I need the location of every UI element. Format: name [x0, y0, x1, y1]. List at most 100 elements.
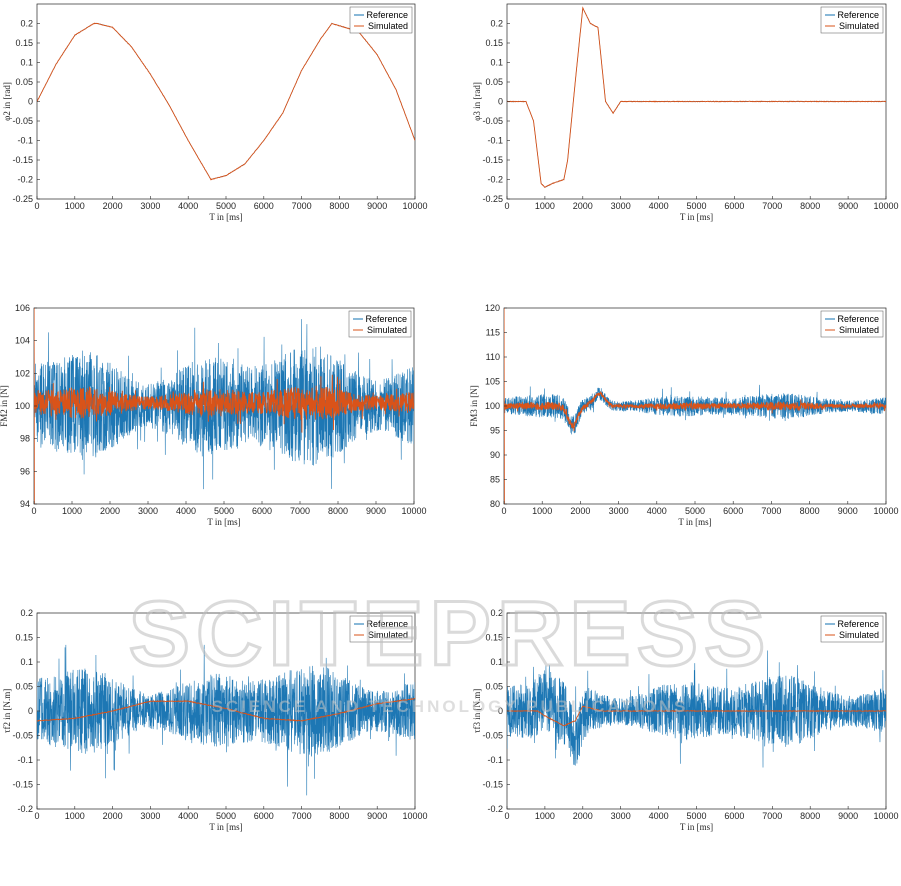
legend-label: Reference: [366, 10, 408, 20]
y-tick-label: 96: [20, 466, 30, 476]
y-tick-label: -0.05: [482, 116, 503, 126]
x-tick-label: 0: [501, 506, 506, 516]
x-tick-label: 0: [504, 811, 509, 821]
legend-box: [348, 310, 412, 338]
y-tick-label: 98: [20, 434, 30, 444]
y-tick-label: 0.1: [20, 657, 33, 667]
x-tick-label: 3000: [140, 201, 160, 211]
x-tick-label: 9000: [838, 811, 858, 821]
x-tick-label: 3000: [138, 506, 158, 516]
x-tick-label: 1000: [65, 201, 85, 211]
x-tick-label: 10000: [873, 506, 898, 516]
y-tick-label: 0.2: [20, 19, 33, 29]
y-tick-label: 0.1: [490, 58, 503, 68]
y-tick-label: 120: [485, 303, 500, 313]
x-tick-label: 4000: [649, 201, 669, 211]
y-tick-label: -0.05: [12, 116, 33, 126]
legend-label: Simulated: [367, 325, 407, 335]
y-tick-label: -0.1: [487, 755, 503, 765]
x-tick-label: 8000: [329, 811, 349, 821]
y-tick-label: -0.2: [487, 804, 503, 814]
series-line-simulated: [504, 308, 886, 504]
y-axis-label: φ3 in [rad]: [472, 82, 482, 121]
plot-area: [36, 3, 416, 200]
x-tick-label: 6000: [254, 201, 274, 211]
x-axis-label: T in [ms]: [209, 212, 242, 222]
x-tick-label: 4000: [649, 811, 669, 821]
x-tick-label: 1000: [62, 506, 82, 516]
x-axis-label: T in [ms]: [207, 517, 240, 527]
x-tick-label: 8000: [800, 201, 820, 211]
y-tick-label: -0.05: [482, 731, 503, 741]
series-line-simulated: [507, 705, 886, 727]
x-tick-label: 7000: [761, 506, 781, 516]
legend-label: Simulated: [839, 21, 879, 31]
y-tick-label: 0.2: [490, 608, 503, 618]
y-tick-label: 100: [485, 401, 500, 411]
x-tick-label: 9000: [367, 811, 387, 821]
y-tick-label: 115: [486, 328, 500, 338]
x-tick-label: 5000: [685, 506, 705, 516]
x-tick-label: 0: [34, 811, 39, 821]
y-axis-label: FM2 in [N]: [0, 385, 9, 427]
y-tick-label: 0: [498, 706, 503, 716]
chart-tau2: 0 1000 2000 3000 4000 5000 6000 7000 8000 9000 100…: [2, 608, 428, 832]
y-tick-label: 0.2: [490, 19, 503, 29]
series-group: [34, 308, 414, 504]
series-group: [507, 6, 886, 188]
y-tick-label: 100: [15, 401, 30, 411]
series-group: [37, 644, 415, 796]
y-tick-label: -0.2: [17, 804, 33, 814]
series-group: [507, 650, 886, 768]
x-tick-label: 9000: [838, 201, 858, 211]
series-line-reference: [34, 308, 414, 504]
x-tick-label: 4000: [178, 811, 198, 821]
y-tick-label: 0.05: [15, 77, 33, 87]
series-line-reference: [507, 650, 886, 768]
x-tick-label: 7000: [762, 201, 782, 211]
series-line-reference: [504, 308, 886, 504]
y-tick-label: 85: [490, 475, 500, 485]
chart-fm3: 0 1000 2000 3000 4000 5000 6000 7000 8000 9000 100…: [469, 303, 899, 527]
x-axis-label: T in [ms]: [680, 822, 713, 832]
x-tick-label: 5000: [216, 811, 236, 821]
x-tick-label: 2000: [103, 811, 123, 821]
y-tick-label: 0.15: [485, 633, 503, 643]
x-tick-label: 6000: [724, 201, 744, 211]
chart-tau3: 0 1000 2000 3000 4000 5000 6000 7000 8000 9000 100…: [472, 608, 899, 832]
y-tick-label: 0: [498, 97, 503, 107]
legend-label: Simulated: [368, 630, 408, 640]
legend-label: Reference: [837, 619, 879, 629]
chart-phi3: 0 1000 2000 3000 4000 5000 6000 7000 8000 9000 100…: [472, 3, 899, 222]
x-tick-label: 4000: [176, 506, 196, 516]
x-tick-label: 1000: [65, 811, 85, 821]
y-tick-label: 0.1: [490, 657, 503, 667]
watermark: SCITEPRESS SCIENCE AND TECHNOLOGY PUBLIC…: [127, 582, 772, 717]
x-tick-label: 4000: [178, 201, 198, 211]
x-tick-label: 6000: [723, 506, 743, 516]
x-tick-label: 0: [34, 201, 39, 211]
x-tick-label: 2000: [103, 201, 123, 211]
y-tick-label: 0.05: [485, 682, 503, 692]
x-tick-label: 3000: [609, 506, 629, 516]
series-line-simulated: [37, 697, 415, 722]
y-tick-label: 0.15: [15, 38, 33, 48]
y-axis-label: τf3 in [N.m]: [472, 689, 482, 733]
x-tick-label: 1000: [535, 201, 555, 211]
y-tick-label: 95: [490, 426, 500, 436]
y-tick-label: 0.15: [15, 633, 33, 643]
x-tick-label: 3000: [140, 811, 160, 821]
legend-box: [820, 310, 884, 338]
x-tick-label: 9000: [838, 506, 858, 516]
y-tick-label: -0.15: [12, 780, 33, 790]
x-tick-label: 5000: [216, 201, 236, 211]
x-tick-label: 6000: [724, 811, 744, 821]
watermark-main-text: SCITEPRESS: [129, 583, 772, 685]
y-tick-label: -0.25: [12, 194, 33, 204]
legend-box: [820, 615, 884, 643]
